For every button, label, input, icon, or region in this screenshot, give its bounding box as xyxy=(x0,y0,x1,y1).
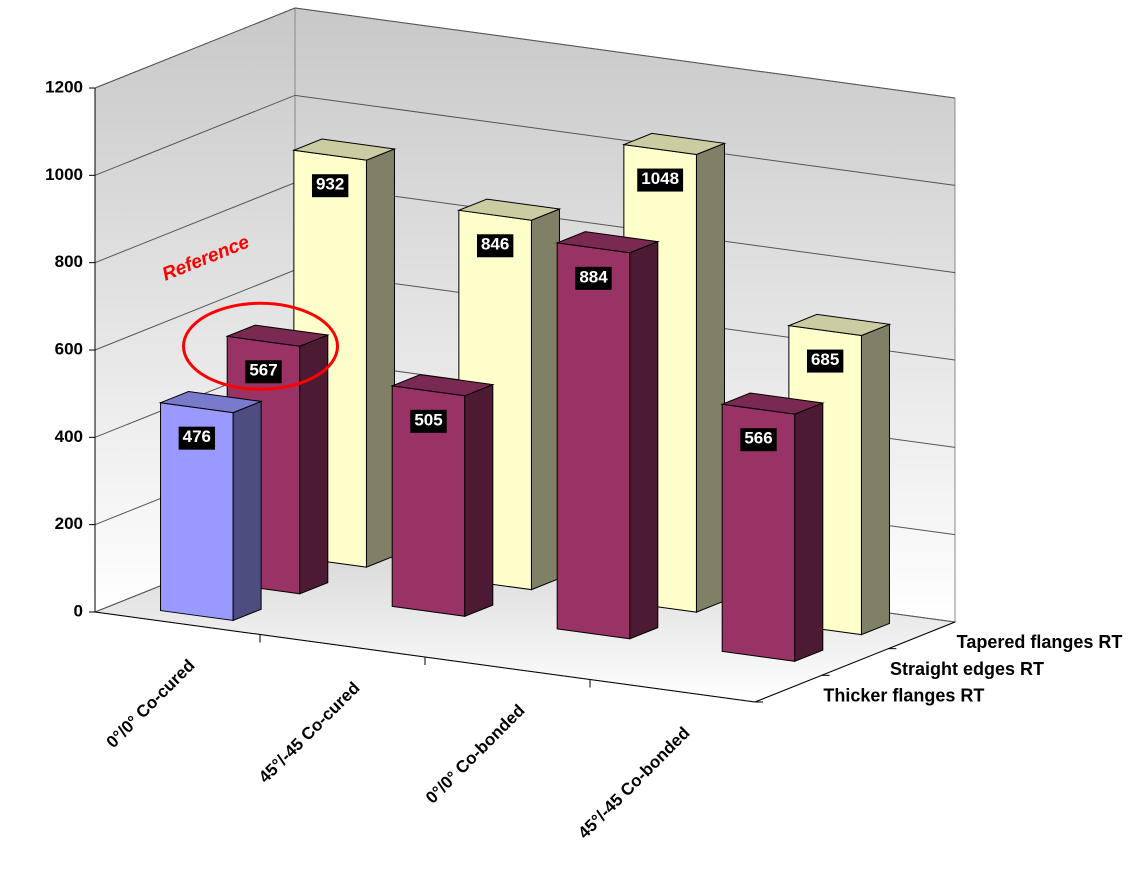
bar-top xyxy=(158,391,264,414)
value-label-bg xyxy=(245,360,282,384)
bar-top xyxy=(390,374,495,397)
bar xyxy=(720,392,825,663)
value-label: 566 xyxy=(744,429,772,448)
value-label: 476 xyxy=(183,427,211,446)
bar-side xyxy=(530,208,560,591)
grid-line xyxy=(94,7,956,99)
bar-top xyxy=(225,324,330,347)
y-tick-label: 200 xyxy=(55,514,83,533)
annotation-circle xyxy=(182,301,339,391)
bar-side xyxy=(464,383,494,618)
value-label: 932 xyxy=(316,175,344,194)
bar-side xyxy=(232,400,262,622)
depth-axis xyxy=(754,621,956,703)
bar-top xyxy=(291,138,397,161)
value-label-bg xyxy=(806,349,844,373)
x-tick-label: 45°/-45 Co-bonded xyxy=(574,723,693,842)
bar-front xyxy=(556,242,631,640)
bar-top xyxy=(720,392,825,415)
bar-top xyxy=(621,132,727,156)
value-label-bg xyxy=(740,428,777,452)
y-tick-label: 600 xyxy=(55,339,83,358)
bar xyxy=(456,198,562,591)
y-tick-label: 0 xyxy=(74,601,83,620)
value-label-bg xyxy=(575,266,612,290)
bar xyxy=(555,231,660,640)
value-label: 505 xyxy=(414,410,442,429)
value-label: 1048 xyxy=(641,169,679,188)
bar-top xyxy=(786,313,892,337)
bar-side xyxy=(794,402,824,663)
y-tick-label: 400 xyxy=(55,427,83,446)
bar-side xyxy=(860,323,890,636)
x-tick-label: 0°/0° Co-cured xyxy=(103,656,199,752)
y-tick-label: 1000 xyxy=(45,165,83,184)
bar-side xyxy=(695,142,725,613)
value-label-bg xyxy=(476,234,514,258)
value-label: 567 xyxy=(249,361,277,380)
value-label: 685 xyxy=(811,350,839,369)
bar-side xyxy=(365,148,395,568)
bar-top xyxy=(456,198,562,221)
value-label-bg xyxy=(410,409,447,433)
bar xyxy=(390,374,495,618)
legend-label: Thicker flanges RT xyxy=(823,685,984,705)
value-label-bg xyxy=(637,168,684,192)
value-label: 884 xyxy=(579,267,608,286)
x-tick-label: 0°/0° Co-bonded xyxy=(422,701,529,808)
value-label-bg xyxy=(178,426,216,450)
value-label-bg xyxy=(311,174,349,198)
bar xyxy=(158,391,264,622)
x-tick-label: 45°/-45 Co-cured xyxy=(255,678,363,786)
legend-label: Tapered flanges RT xyxy=(957,632,1123,652)
bar-top xyxy=(555,231,660,254)
bar-side xyxy=(629,240,659,640)
grid-line xyxy=(94,94,956,186)
bar-side xyxy=(299,334,329,595)
y-tick-label: 800 xyxy=(55,252,83,271)
legend-label: Straight edges RT xyxy=(890,659,1044,679)
value-label: 846 xyxy=(481,235,509,254)
y-tick-label: 1200 xyxy=(45,77,83,96)
